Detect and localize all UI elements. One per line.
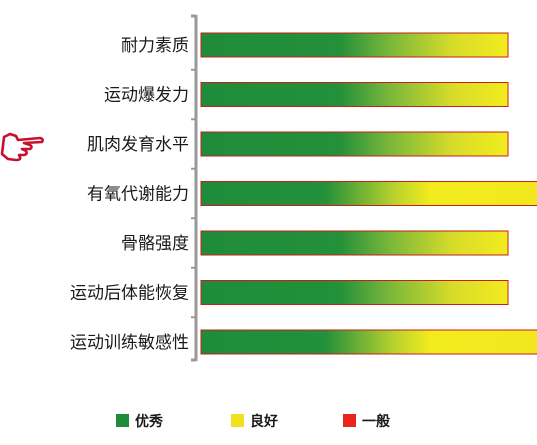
legend-label: 良好 — [250, 413, 278, 430]
bar — [200, 131, 509, 157]
bar — [200, 181, 537, 206]
category-label: 耐力素质 — [121, 36, 189, 56]
pointing-hand-icon — [0, 132, 44, 162]
legend-label: 一般 — [362, 413, 390, 430]
legend-swatch — [116, 414, 129, 427]
legend-item: 优秀 — [116, 413, 164, 430]
legend-swatch — [343, 414, 356, 427]
category-label: 有氧代谢能力 — [87, 185, 189, 205]
category-label: 运动训练敏感性 — [70, 333, 189, 353]
category-label: 运动爆发力 — [104, 86, 189, 106]
legend-swatch — [231, 414, 244, 427]
legend-item: 良好 — [231, 413, 278, 430]
category-label: 运动后体能恢复 — [70, 284, 189, 304]
bar — [200, 329, 537, 355]
bar — [200, 32, 509, 58]
category-label: 骨骼强度 — [121, 234, 189, 254]
category-label: 肌肉发育水平 — [87, 135, 189, 155]
bar — [200, 230, 509, 256]
legend-item: 一般 — [343, 413, 390, 430]
bar — [200, 280, 509, 305]
bar — [200, 82, 509, 107]
legend-label: 优秀 — [135, 413, 164, 430]
